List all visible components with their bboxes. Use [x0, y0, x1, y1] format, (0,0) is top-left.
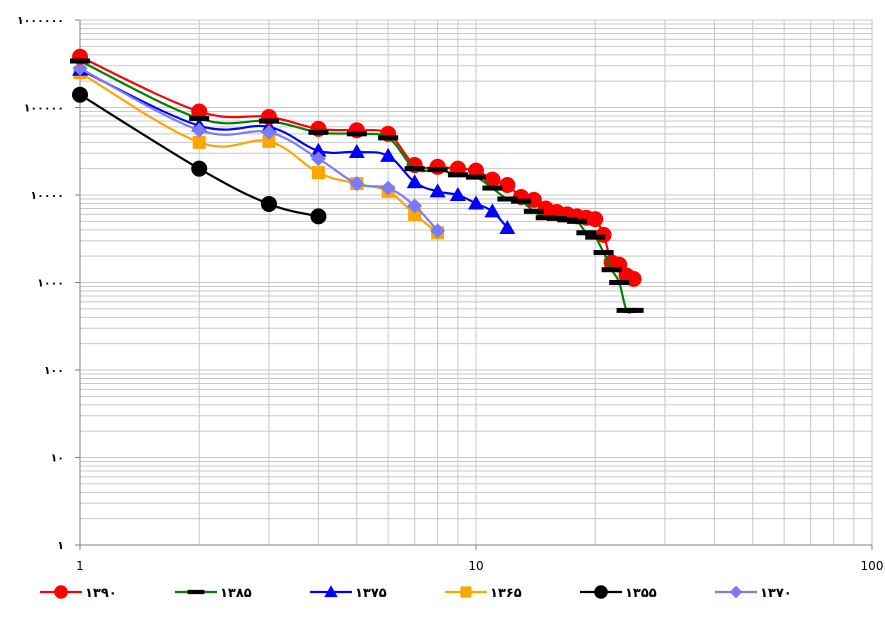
series-5 — [72, 60, 446, 239]
data-point — [310, 208, 327, 225]
data-point — [625, 270, 642, 287]
data-point — [430, 223, 446, 239]
legend-item-4: ۱۳۵۵ — [580, 585, 657, 601]
axes: 1 10 100 ۱ ۱۰ ۱۰۰ ۱۰۰۰ ۱۰۰۰۰ ۱۰۰۰۰۰ ۱۰۰۰۰۰۰ — [17, 14, 883, 573]
data-point — [525, 191, 542, 208]
data-point — [449, 187, 466, 201]
data-point — [601, 267, 622, 273]
x-tick-label: 10 — [468, 559, 483, 573]
data-point — [72, 86, 88, 103]
data-point — [191, 103, 208, 120]
legend-label: ۱۳۸۵ — [220, 586, 252, 601]
data-point — [406, 174, 423, 189]
y-tick-label: ۱۰۰۰۰ — [30, 189, 64, 202]
data-point — [191, 160, 208, 177]
data-point — [729, 585, 743, 599]
series — [70, 48, 644, 314]
data-point — [324, 585, 338, 598]
data-point — [447, 172, 468, 178]
data-point — [261, 124, 277, 140]
data-point — [593, 250, 614, 256]
data-point — [535, 215, 556, 221]
data-point — [429, 183, 446, 198]
data-point — [497, 196, 518, 202]
data-point — [460, 586, 472, 598]
data-point — [567, 218, 588, 224]
data-point — [523, 208, 544, 214]
data-point — [70, 58, 90, 64]
legend-item-2: ۱۳۷۵ — [310, 585, 387, 601]
y-tick-label: ۱۰۰۰۰۰ — [24, 102, 64, 115]
legend-label: ۱۳۹۰ — [85, 586, 117, 601]
series-3 — [73, 66, 445, 240]
data-point — [404, 166, 425, 172]
data-point — [408, 207, 422, 221]
data-point — [262, 134, 276, 148]
legend-label: ۱۳۷۰ — [760, 586, 792, 601]
data-point — [189, 115, 210, 121]
data-point — [187, 589, 205, 595]
data-point — [348, 144, 365, 159]
data-point — [429, 158, 446, 175]
data-point — [499, 219, 516, 234]
data-point — [310, 151, 326, 167]
data-point — [380, 180, 396, 196]
data-point — [380, 147, 397, 162]
y-tick-label: ۱۰۰۰ — [37, 277, 64, 290]
legend: ۱۳۹۰ ۱۳۸۵ ۱۳۷۵ ۱۳۶۵ ۱۳۵۵ ۱۳۷۰ — [40, 585, 792, 601]
data-point — [54, 585, 68, 599]
legend-label: ۱۳۶۵ — [490, 586, 522, 601]
legend-item-0: ۱۳۹۰ — [40, 585, 117, 601]
data-point — [587, 211, 604, 228]
data-point — [484, 171, 501, 188]
legend-label: ۱۳۷۵ — [355, 586, 387, 601]
data-point — [349, 176, 365, 192]
data-point — [466, 174, 486, 180]
data-point — [499, 177, 516, 194]
data-point — [511, 198, 532, 204]
data-point — [260, 195, 277, 212]
legend-item-1: ۱۳۸۵ — [175, 586, 252, 601]
data-point — [346, 131, 367, 137]
data-point — [468, 195, 484, 210]
series-line — [79, 93, 319, 218]
y-tick-label: ۱ — [57, 539, 64, 552]
data-point — [310, 142, 327, 157]
x-tick-label: 1 — [76, 559, 84, 573]
data-point — [192, 135, 206, 149]
data-point — [378, 135, 399, 141]
data-point — [427, 167, 448, 173]
data-point — [585, 234, 606, 240]
legend-item-5: ۱۳۷۰ — [715, 585, 792, 601]
y-tick-label: ۱۰ — [51, 452, 64, 465]
y-tick-label: ۱۰۰۰۰۰۰ — [17, 14, 64, 27]
data-point — [594, 585, 608, 599]
series-1 — [70, 58, 644, 314]
data-point — [191, 122, 207, 138]
data-point — [484, 203, 501, 218]
gridlines — [79, 19, 873, 546]
series-4 — [72, 86, 327, 225]
y-tick-label: ۱۰۰ — [44, 364, 64, 377]
data-point — [407, 198, 423, 214]
data-point — [546, 215, 567, 221]
data-point — [258, 118, 279, 124]
data-point — [576, 230, 597, 236]
x-tick-label: 100 — [861, 559, 884, 573]
data-point — [482, 185, 503, 191]
data-point — [72, 60, 88, 76]
data-point — [311, 166, 325, 180]
legend-item-3: ۱۳۶۵ — [445, 586, 522, 601]
data-point — [308, 129, 329, 135]
data-point — [623, 307, 644, 313]
legend-label: ۱۳۵۵ — [625, 586, 657, 601]
data-point — [468, 162, 484, 179]
data-point — [609, 280, 630, 285]
